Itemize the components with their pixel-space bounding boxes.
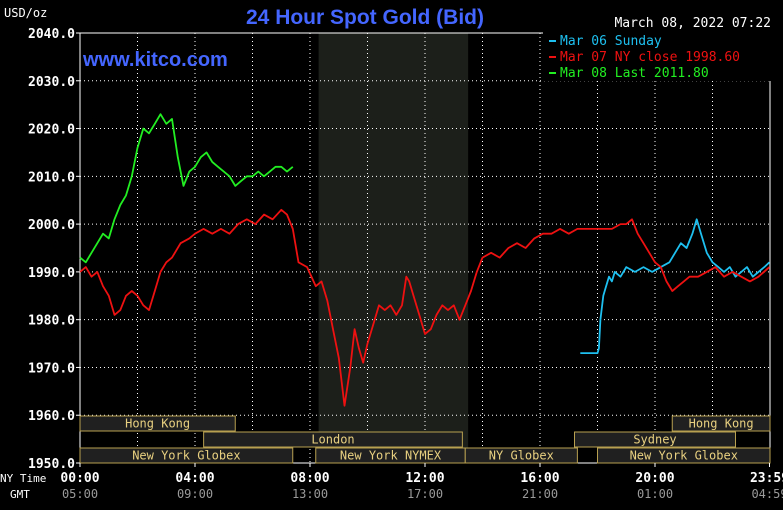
y-tick-label: 1990.0 [28,266,75,281]
market-bar-label: London [311,433,354,447]
x-tick-label: 08:00 [290,471,329,486]
market-bar [574,431,736,448]
watermark: www.kitco.com [82,49,228,71]
legend-entry: Mar 06 Sunday [560,34,662,49]
y-tick-label: 1980.0 [28,314,75,329]
gmt-tick-label: 09:00 [177,487,213,501]
gmt-tick-label: 01:00 [637,487,673,501]
market-bar [79,447,294,464]
chart-title: 24 Hour Spot Gold (Bid) [246,6,484,29]
market-session-bars: Hong Kong Hong Kong London Sydney New York G… [79,415,771,464]
gmt-label: GMT [10,488,30,501]
market-bar-label: New York Globex [132,449,240,463]
gmt-tick-label: 13:00 [292,487,328,501]
x-tick-label: 04:00 [175,471,214,486]
market-bar [464,447,578,464]
y-tick-label: 2030.0 [28,75,75,90]
y-tick-labels: 1950.0 1960.0 1970.0 1980.0 1990.0 2000.0 2010… [28,27,80,472]
nymex-session-shade [318,33,469,463]
market-bar [597,447,771,464]
gmt-tick-label: 21:00 [522,487,558,501]
gmt-tick-label: 05:00 [62,487,98,501]
market-bar [671,415,771,432]
y-tick-label: 1970.0 [28,361,75,376]
series-layer [79,113,771,407]
y-tick-label: 2010.0 [28,170,75,185]
series-line-mar-07-ny-close-1998-60 [79,208,770,407]
market-bar [203,431,463,448]
x-tick-label: 12:00 [405,471,444,486]
legend-entry: Mar 07 NY close 1998.60 [560,50,740,65]
timestamp: March 08, 2022 07:22 [614,16,771,31]
y-tick-label: 1960.0 [28,409,75,424]
x-tick-label: 00:00 [60,471,99,486]
market-bar-label: New York Globex [630,449,738,463]
x-tick-label: 20:00 [635,471,674,486]
market-bar [79,415,236,432]
market-bar-label: NY Globex [489,449,554,463]
y-tick-label: 2040.0 [28,27,75,42]
market-bar-label: Sydney [633,433,676,447]
legend-box [543,31,772,81]
y-axis-unit: USD/oz [4,6,47,20]
market-bar-label: Hong Kong [125,417,190,431]
gmt-tick-label: 17:00 [407,487,443,501]
market-bar-label: Hong Kong [689,417,754,431]
y-tick-label: 1950.0 [28,457,75,472]
series-line-mar-08-last-2011-80 [79,113,294,264]
legend-entry: Mar 08 Last 2011.80 [560,66,709,81]
x-tick-label: 23:59 [750,471,783,486]
y-tick-label: 2000.0 [28,218,75,233]
market-bar-label: New York NYMEX [340,449,442,463]
y-tick-label: 2020.0 [28,123,75,138]
x-tick-label: 16:00 [520,471,559,486]
ny-time-label: NY Time [0,472,46,485]
gmt-tick-label: 04:59 [751,487,783,501]
